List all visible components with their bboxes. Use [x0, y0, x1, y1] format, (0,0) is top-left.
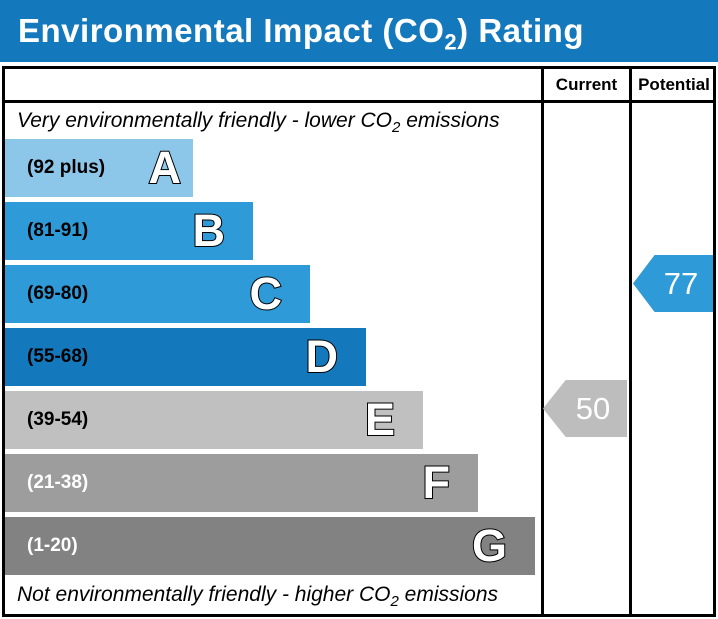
band-letter: E: [364, 393, 396, 446]
bottom-note-subscript: 2: [390, 593, 399, 611]
band-range-label: (81-91): [27, 220, 89, 241]
band-row-F: (21-38) F: [5, 454, 478, 512]
band-range-label: (92 plus): [27, 157, 106, 178]
band-letter: D: [305, 330, 339, 383]
band-row-A: (92 plus) A: [5, 139, 193, 197]
band-letter: B: [192, 204, 226, 257]
current-rating-value: 50: [575, 390, 611, 426]
band-row-D: (55-68) D: [5, 328, 366, 386]
bottom-note: Not environmentally friendly - higher CO…: [17, 583, 499, 611]
top-note-subscript: 2: [392, 119, 401, 137]
page-title: Environmental Impact (CO2) Rating: [18, 12, 584, 55]
column-header-current: Current: [555, 74, 618, 94]
band-row-C: (69-80) C: [5, 265, 310, 323]
header-divider: [5, 100, 713, 103]
band-range-label: (21-38): [27, 472, 89, 493]
rating-table: Current Potential Very environmentally f…: [2, 66, 716, 617]
band-letter: C: [249, 267, 283, 320]
band-row-E: (39-54) E: [5, 391, 423, 449]
potential-rating-arrow: 77: [633, 255, 713, 312]
band-letter: G: [471, 519, 508, 572]
column-divider-current: [541, 69, 544, 614]
column-header-potential: Potential: [638, 74, 710, 94]
bands: (92 plus) A (81-91) B (69-80) C (55-68) D (39-54…: [5, 139, 535, 580]
band-range-label: (1-20): [27, 535, 78, 556]
band-range-label: (39-54): [27, 409, 89, 430]
title-bar: Environmental Impact (CO2) Rating: [0, 0, 718, 62]
band-range-label: (69-80): [27, 283, 89, 304]
current-rating-arrow: 50: [543, 380, 627, 437]
band-row-G: (1-20) G: [5, 517, 535, 575]
band-letter: F: [422, 456, 451, 509]
title-subscript: 2: [444, 29, 458, 55]
column-divider-potential: [629, 69, 632, 614]
potential-rating-value: 77: [663, 265, 699, 301]
band-range-label: (55-68): [27, 346, 89, 367]
band-letter: A: [148, 141, 182, 194]
top-note: Very environmentally friendly - lower CO…: [17, 109, 500, 137]
band-row-B: (81-91) B: [5, 202, 253, 260]
